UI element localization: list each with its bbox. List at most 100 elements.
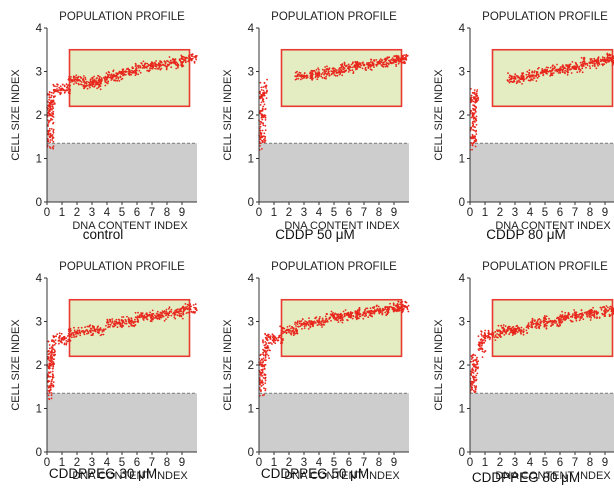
scatter-point — [343, 67, 346, 70]
scatter-point — [127, 67, 129, 70]
scatter-point — [343, 62, 346, 65]
x-tick-label: 5 — [119, 457, 125, 469]
scatter-point — [355, 316, 357, 318]
scatter-point-center — [471, 113, 475, 117]
scatter-point — [557, 324, 560, 327]
scatter-point — [182, 313, 185, 315]
scatter-point-center — [543, 70, 547, 73]
x-tick-label: 2 — [497, 207, 503, 219]
scatter-point — [72, 75, 75, 78]
scatter-point — [606, 52, 609, 55]
scatter-point — [115, 318, 118, 321]
scatter-point — [184, 58, 187, 60]
scatter-point — [47, 385, 49, 387]
scatter-point — [608, 315, 611, 318]
scatter-point — [265, 343, 267, 346]
scatter-point — [173, 316, 176, 318]
scatter-point — [536, 320, 539, 323]
scatter-point — [52, 340, 55, 343]
scatter-point — [165, 314, 168, 316]
scatter-point — [177, 66, 179, 69]
scatter-point — [392, 302, 395, 305]
scatter-point — [337, 313, 340, 316]
scatter-point — [51, 106, 54, 108]
scatter-point — [502, 329, 505, 332]
y-tick-label: 3 — [36, 67, 42, 79]
scatter-point-center — [471, 381, 475, 384]
scatter-point — [179, 308, 182, 311]
scatter-point — [483, 351, 486, 353]
scatter-point — [549, 75, 551, 77]
x-tick-label: 1 — [271, 207, 277, 219]
scatter-point — [163, 64, 166, 67]
x-tick-label: 1 — [271, 457, 277, 469]
scatter-point — [91, 78, 94, 80]
scatter-point — [150, 316, 153, 319]
scatter-point — [117, 77, 120, 80]
scatter-point — [267, 333, 269, 336]
scatter-point — [543, 321, 545, 324]
scatter-point — [119, 323, 122, 326]
scatter-point — [97, 329, 99, 332]
scatter-point — [382, 63, 384, 66]
y-tick-label: 0 — [459, 197, 465, 209]
scatter-point — [512, 77, 514, 80]
scatter-point — [264, 124, 267, 127]
scatter-point — [352, 72, 355, 74]
scatter-point — [269, 337, 272, 340]
scatter-point — [104, 79, 106, 82]
scatter-point — [589, 59, 592, 61]
scatter-point — [314, 73, 317, 76]
scatter-point — [165, 67, 168, 70]
scatter-point — [176, 65, 179, 68]
scatter-point — [266, 90, 268, 92]
scatter-point — [396, 306, 399, 309]
scatter-point — [51, 139, 54, 142]
scatter-point — [51, 112, 53, 114]
scatter-point — [63, 337, 66, 340]
scatter-point — [285, 332, 288, 335]
scatter-point-center — [260, 113, 264, 117]
scatter-point — [325, 318, 327, 320]
scatter-point — [264, 119, 267, 121]
scatter-point — [340, 71, 342, 74]
scatter-point — [598, 63, 601, 66]
scatter-point — [260, 385, 263, 387]
scatter-point — [47, 132, 50, 135]
scatter-point — [259, 379, 261, 382]
scatter-point-center — [143, 315, 146, 319]
scatter-point — [263, 387, 265, 390]
scatter-point — [546, 70, 549, 73]
scatter-point — [521, 83, 523, 85]
scatter-point — [540, 320, 543, 323]
scatter-point — [328, 73, 331, 75]
scatter-point — [48, 110, 50, 113]
scatter-point — [99, 327, 102, 329]
scatter-point — [294, 323, 296, 325]
scatter-point — [109, 323, 112, 326]
scatter-point — [367, 316, 370, 319]
scatter-point — [169, 310, 171, 313]
scatter-point — [389, 59, 391, 62]
scatter-point — [586, 315, 589, 318]
scatter-point — [309, 77, 312, 79]
scatter-point — [81, 83, 83, 86]
scatter-point-center — [403, 304, 406, 308]
scatter-point — [50, 382, 53, 385]
scatter-point — [48, 391, 51, 394]
scatter-point — [292, 334, 295, 337]
scatter-point — [525, 73, 528, 76]
scatter-point — [97, 81, 100, 84]
scatter-point — [366, 307, 369, 310]
scatter-point — [95, 83, 98, 86]
scatter-point — [100, 82, 102, 84]
scatter-point — [281, 339, 283, 342]
scatter-point — [76, 329, 79, 332]
scatter-point — [50, 356, 53, 359]
scatter-point — [59, 93, 62, 96]
scatter-point — [595, 67, 598, 70]
scatter-point — [259, 383, 261, 385]
scatter-point — [403, 62, 406, 65]
scatter-point — [392, 62, 394, 64]
